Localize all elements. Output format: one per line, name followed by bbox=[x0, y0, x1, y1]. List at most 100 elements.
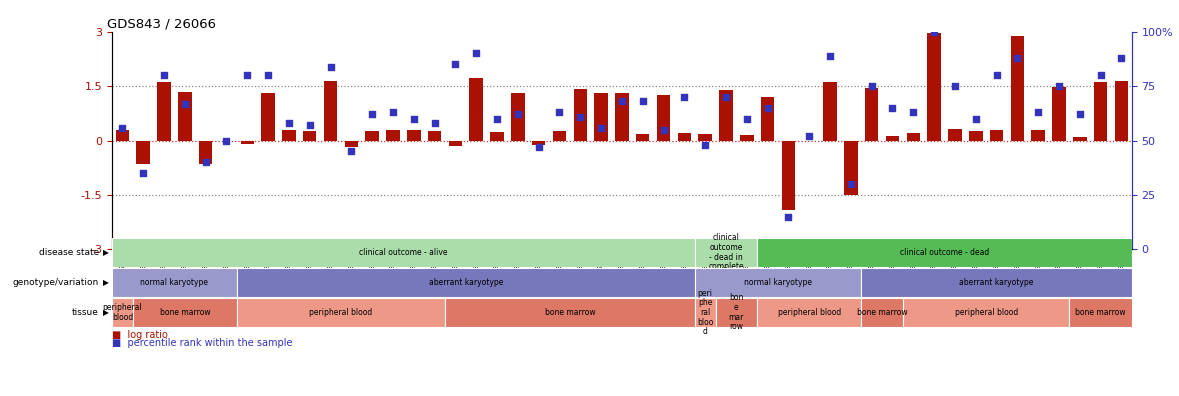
Text: bon
e
mar
row: bon e mar row bbox=[729, 293, 744, 331]
Point bbox=[924, 29, 943, 35]
Text: ■  log ratio: ■ log ratio bbox=[112, 329, 167, 340]
Bar bbox=[862, 268, 1132, 297]
Point bbox=[1008, 55, 1027, 61]
Bar bbox=[969, 131, 982, 141]
Bar bbox=[694, 298, 716, 327]
Bar bbox=[157, 82, 171, 141]
Point bbox=[1049, 83, 1068, 89]
Bar bbox=[928, 34, 941, 141]
Point bbox=[717, 94, 736, 100]
Bar bbox=[365, 131, 378, 141]
Text: peripheral
blood: peripheral blood bbox=[103, 303, 143, 322]
Point bbox=[862, 83, 881, 89]
Bar bbox=[903, 298, 1069, 327]
Bar bbox=[1073, 137, 1087, 141]
Point bbox=[279, 120, 298, 126]
Point bbox=[258, 72, 277, 78]
Bar bbox=[657, 95, 671, 141]
Text: peripheral blood: peripheral blood bbox=[309, 308, 373, 317]
Point bbox=[404, 116, 423, 122]
Point bbox=[779, 213, 798, 220]
Point bbox=[529, 144, 548, 150]
Bar bbox=[757, 238, 1132, 267]
Point bbox=[967, 116, 986, 122]
Point bbox=[238, 72, 257, 78]
Point bbox=[987, 72, 1006, 78]
Text: aberrant karyotype: aberrant karyotype bbox=[429, 278, 503, 287]
Point bbox=[758, 105, 777, 111]
Point bbox=[592, 124, 611, 131]
Bar bbox=[865, 88, 878, 141]
Point bbox=[799, 133, 818, 139]
Bar bbox=[1010, 36, 1025, 141]
Text: ▶: ▶ bbox=[103, 278, 108, 287]
Bar bbox=[1069, 298, 1132, 327]
Bar bbox=[490, 131, 503, 141]
Text: ▶: ▶ bbox=[103, 248, 108, 257]
Bar bbox=[719, 90, 733, 141]
Point bbox=[133, 170, 152, 176]
Bar bbox=[199, 141, 212, 164]
Bar bbox=[990, 130, 1003, 141]
Point bbox=[113, 124, 132, 131]
Point bbox=[674, 94, 693, 100]
Point bbox=[904, 109, 923, 115]
Bar bbox=[615, 93, 628, 141]
Text: bone marrow: bone marrow bbox=[1075, 308, 1126, 317]
Bar bbox=[237, 268, 694, 297]
Bar bbox=[823, 82, 837, 141]
Bar bbox=[137, 141, 150, 164]
Point bbox=[612, 98, 631, 105]
Point bbox=[821, 52, 839, 59]
Bar bbox=[844, 141, 857, 195]
Text: ▶: ▶ bbox=[103, 308, 108, 317]
Bar bbox=[241, 141, 253, 144]
Bar bbox=[1052, 87, 1066, 141]
Text: normal karyotype: normal karyotype bbox=[744, 278, 812, 287]
Point bbox=[1092, 72, 1111, 78]
Bar bbox=[1032, 130, 1045, 141]
Point bbox=[737, 116, 756, 122]
Bar bbox=[694, 268, 862, 297]
Point bbox=[842, 181, 861, 187]
Text: bone marrow: bone marrow bbox=[857, 308, 908, 317]
Point bbox=[1112, 55, 1131, 61]
Point bbox=[1071, 111, 1089, 118]
Bar bbox=[178, 91, 192, 141]
Bar bbox=[449, 141, 462, 146]
Point bbox=[946, 83, 964, 89]
Point bbox=[467, 50, 486, 57]
Bar bbox=[698, 134, 712, 141]
Bar bbox=[532, 141, 546, 145]
Bar bbox=[635, 134, 650, 141]
Point bbox=[196, 159, 215, 166]
Point bbox=[551, 109, 569, 115]
Text: genotype/variation: genotype/variation bbox=[13, 278, 99, 287]
Bar bbox=[782, 141, 795, 209]
Point bbox=[508, 111, 527, 118]
Point bbox=[426, 120, 444, 126]
Bar bbox=[133, 298, 237, 327]
Bar bbox=[594, 93, 608, 141]
Bar bbox=[407, 129, 421, 141]
Text: normal karyotype: normal karyotype bbox=[140, 278, 209, 287]
Point bbox=[1029, 109, 1048, 115]
Point bbox=[363, 111, 382, 118]
Text: clinical outcome - dead: clinical outcome - dead bbox=[900, 248, 989, 257]
Point bbox=[446, 61, 465, 67]
Bar bbox=[678, 133, 691, 141]
Text: clinical outcome - alive: clinical outcome - alive bbox=[360, 248, 448, 257]
Point bbox=[633, 98, 652, 105]
Bar bbox=[553, 131, 566, 141]
Text: GDS843 / 26066: GDS843 / 26066 bbox=[107, 17, 216, 30]
Text: peri
phe
ral
bloo
d: peri phe ral bloo d bbox=[697, 289, 713, 336]
Bar bbox=[511, 93, 525, 141]
Bar bbox=[862, 298, 903, 327]
Point bbox=[383, 109, 402, 115]
Point bbox=[342, 148, 361, 154]
Text: disease state: disease state bbox=[39, 248, 99, 257]
Text: ■  percentile rank within the sample: ■ percentile rank within the sample bbox=[112, 338, 292, 348]
Bar bbox=[573, 89, 587, 141]
Text: peripheral blood: peripheral blood bbox=[778, 308, 841, 317]
Bar bbox=[237, 298, 444, 327]
